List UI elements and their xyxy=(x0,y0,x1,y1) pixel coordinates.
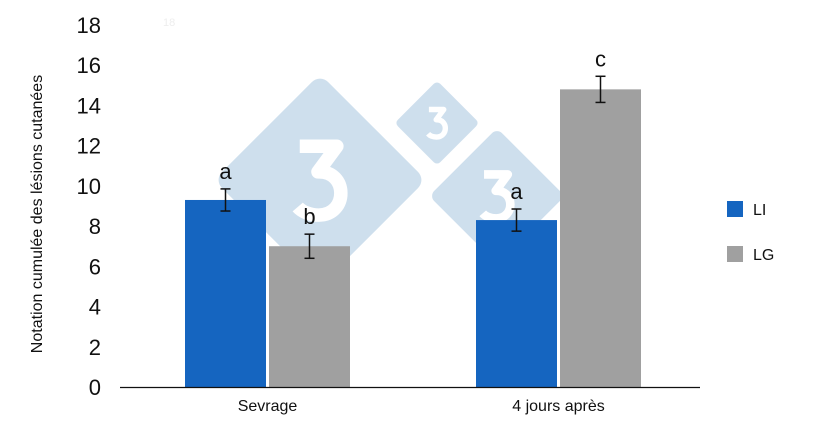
legend: LI LG xyxy=(727,201,774,264)
bars: a b a c xyxy=(185,46,641,387)
y-tick-label: 2 xyxy=(89,335,101,360)
significance-label: c xyxy=(595,46,606,71)
watermark-digit-icon xyxy=(292,139,348,222)
legend-swatch-LI xyxy=(727,201,743,217)
legend-label-LI: LI xyxy=(753,202,766,219)
legend-label-LG: LG xyxy=(753,247,774,264)
error-bar xyxy=(220,188,231,212)
bar-LG-1 xyxy=(560,89,641,387)
y-tick-label: 12 xyxy=(77,134,101,159)
watermark-diamond xyxy=(218,78,422,282)
y-axis: 0 2 4 6 8 10 12 14 16 18 xyxy=(77,13,101,400)
x-tick-label: Sevrage xyxy=(238,398,298,415)
watermark-digit-icon xyxy=(426,106,448,140)
watermark-diamond xyxy=(396,82,478,164)
watermark-logo xyxy=(218,78,562,282)
y-tick-label: 0 xyxy=(89,375,101,400)
faint-label: 18 xyxy=(163,17,175,29)
y-tick-label: 10 xyxy=(77,174,101,199)
bar-LI-0 xyxy=(185,199,266,387)
y-tick-label: 4 xyxy=(89,295,101,320)
y-tick-label: 18 xyxy=(77,13,101,38)
bar-LG-0 xyxy=(269,246,350,387)
error-bar xyxy=(304,233,315,260)
significance-label: a xyxy=(510,179,523,204)
y-tick-label: 8 xyxy=(89,214,101,239)
watermark-digit-icon xyxy=(479,170,515,223)
legend-swatch-LG xyxy=(727,246,743,262)
error-bar xyxy=(511,208,522,232)
significance-label: b xyxy=(303,204,315,229)
bar-LI-1 xyxy=(476,220,557,387)
y-axis-label: Notation cumulée des lésions cutanées xyxy=(29,75,46,353)
error-bar xyxy=(595,75,606,104)
significance-label: a xyxy=(219,159,232,184)
x-axis: Sevrage 4 jours après xyxy=(238,398,605,415)
x-tick-label: 4 jours après xyxy=(512,398,605,415)
y-tick-label: 14 xyxy=(77,93,101,118)
y-tick-label: 6 xyxy=(89,254,101,279)
y-tick-label: 16 xyxy=(77,53,101,78)
